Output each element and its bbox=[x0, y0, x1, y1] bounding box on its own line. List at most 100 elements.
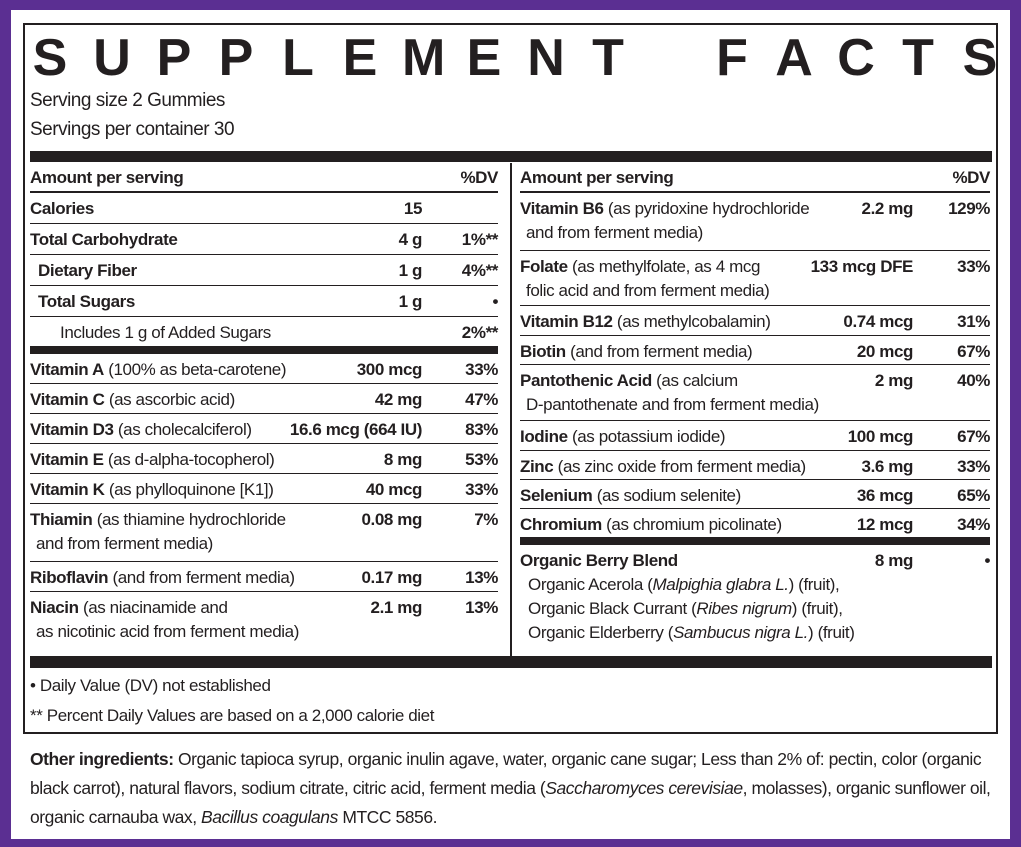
nutrient-amount: 133 mcg DFE bbox=[810, 257, 914, 276]
nutrient-dv: 4%** bbox=[461, 261, 499, 280]
nutrient-source: (as sodium selenite) bbox=[592, 486, 742, 505]
nutrient-label: Vitamin B6 bbox=[520, 199, 604, 218]
title-letter: P bbox=[156, 29, 192, 87]
nutrient-label: Riboflavin bbox=[30, 568, 109, 587]
nutrient-source: (as d-alpha-tocopherol) bbox=[103, 450, 275, 469]
botanical-name: Malpighia glabra L. bbox=[652, 575, 789, 594]
thick-divider bbox=[30, 656, 992, 668]
nutrient-name: Niacin (as niacinamide and bbox=[30, 596, 228, 620]
nutrient-row: Vitamin E (as d-alpha-tocopherol) 8 mg 53% bbox=[30, 444, 498, 474]
nutrient-row: Folate (as methylfolate, as 4 mcg folic a… bbox=[520, 251, 990, 306]
right-column: Amount per serving %DV Vitamin B6 (as py… bbox=[520, 163, 990, 657]
nutrient-source-cont: folic acid and from ferment media) bbox=[526, 281, 770, 300]
nutrient-dv: 1%** bbox=[461, 230, 499, 249]
nutrient-source: Includes 1 g of Added Sugars bbox=[60, 323, 271, 342]
thick-divider bbox=[30, 346, 498, 354]
nutrient-row: Chromium (as chromium picolinate) 12 mcg 3… bbox=[520, 509, 990, 537]
nutrient-source: (as methylcobalamin) bbox=[612, 312, 771, 331]
column-header: Amount per serving %DV bbox=[520, 163, 990, 193]
nutrient-dv: 31% bbox=[957, 312, 990, 331]
nutrient-dv: 65% bbox=[957, 486, 990, 505]
nutrient-label: Biotin bbox=[520, 342, 566, 361]
nutrient-label: Chromium bbox=[520, 515, 602, 534]
nutrient-label: Vitamin A bbox=[30, 360, 104, 379]
nutrient-label: Niacin bbox=[30, 598, 79, 617]
nutrient-row: Riboflavin (and from ferment media) 0.17 … bbox=[30, 562, 498, 592]
nutrient-source-cont: D-pantothenate and from ferment media) bbox=[526, 395, 819, 414]
ingredient-text: Organic Black Currant ( bbox=[528, 599, 697, 618]
nutrient-row: Total Sugars 1 g • bbox=[30, 286, 498, 317]
footnote-dv: • Daily Value (DV) not established bbox=[30, 676, 271, 695]
nutrient-amount: 1 g bbox=[398, 261, 423, 280]
nutrient-amount: 12 mcg bbox=[856, 515, 914, 534]
nutrient-name: Chromium (as chromium picolinate) bbox=[520, 513, 782, 537]
nutrient-dv: 2%** bbox=[461, 323, 499, 342]
nutrient-name: Folate (as methylfolate, as 4 mcg bbox=[520, 255, 760, 279]
nutrient-label: Organic Berry Blend bbox=[520, 551, 678, 570]
nutrient-name: Vitamin A (100% as beta-carotene) bbox=[30, 358, 287, 382]
ingredient-text: , molasses), organic sunflower oil, orga… bbox=[30, 778, 991, 827]
nutrient-row: Iodine (as potassium iodide) 100 mcg 67% bbox=[520, 421, 990, 451]
nutrient-label: Total Sugars bbox=[38, 292, 135, 311]
nutrient-label: Thiamin bbox=[30, 510, 93, 529]
nutrient-amount: 8 mg bbox=[874, 551, 913, 570]
ingredient-text: MTCC 5856. bbox=[337, 807, 438, 827]
nutrient-dv: • bbox=[492, 292, 498, 311]
nutrient-row: Thiamin (as thiamine hydrochloride and fr… bbox=[30, 504, 498, 562]
nutrient-source: (as thiamine hydrochloride bbox=[92, 510, 286, 529]
nutrient-dv: 7% bbox=[474, 510, 498, 529]
nutrient-name: Total Sugars bbox=[38, 290, 135, 314]
nutrient-row: Vitamin B12 (as methylcobalamin) 0.74 mcg… bbox=[520, 306, 990, 336]
nutrient-amount: 0.74 mcg bbox=[843, 312, 913, 331]
nutrient-amount: 20 mcg bbox=[856, 342, 914, 361]
nutrient-dv: 13% bbox=[465, 568, 498, 587]
nutrient-source-cont: and from ferment media) bbox=[36, 534, 213, 553]
title-letter: F bbox=[716, 29, 748, 87]
nutrient-row: Niacin (as niacinamide and as nicotinic a… bbox=[30, 592, 498, 650]
botanical-name: Saccharomyces cerevisiae bbox=[545, 778, 743, 798]
nutrient-amount: 8 mg bbox=[383, 450, 422, 469]
nutrient-source: (as zinc oxide from ferment media) bbox=[553, 457, 807, 476]
servings-per-container: Servings per container 30 bbox=[30, 119, 235, 140]
nutrient-source: (as calcium bbox=[651, 371, 738, 390]
title-letter: U bbox=[93, 29, 131, 87]
nutrient-amount: 2.1 mg bbox=[370, 598, 423, 617]
thick-divider bbox=[520, 537, 990, 545]
nutrient-label: Total Carbohydrate bbox=[30, 230, 178, 249]
nutrient-row: Vitamin C (as ascorbic acid) 42 mg 47% bbox=[30, 384, 498, 414]
nutrient-label: Vitamin C bbox=[30, 390, 105, 409]
footnote-percent: ** Percent Daily Values are based on a 2… bbox=[30, 706, 435, 725]
title-letter: T bbox=[592, 29, 624, 87]
nutrient-row: Includes 1 g of Added Sugars 2%** bbox=[30, 317, 498, 346]
title-letter: S bbox=[32, 29, 68, 87]
amount-header: Amount per serving bbox=[30, 168, 184, 187]
nutrient-source-cont: and from ferment media) bbox=[526, 223, 703, 242]
nutrient-row: Zinc (as zinc oxide from ferment media) 3… bbox=[520, 451, 990, 480]
ingredient-text: Organic Acerola ( bbox=[528, 575, 653, 594]
ingredient-text: ) (fruit) bbox=[808, 623, 855, 642]
nutrient-name: Biotin (and from ferment media) bbox=[520, 340, 753, 364]
amount-header: Amount per serving bbox=[520, 168, 674, 187]
title-letter: A bbox=[775, 29, 813, 87]
other-ingredients: Other ingredients: Organic tapioca syrup… bbox=[30, 745, 1005, 832]
left-column: Amount per serving %DV Calories 15 Total C… bbox=[30, 163, 498, 650]
column-header: Amount per serving %DV bbox=[30, 163, 498, 193]
nutrient-name: Total Carbohydrate bbox=[30, 228, 178, 252]
nutrient-name: Selenium (as sodium selenite) bbox=[520, 484, 741, 508]
title-letter bbox=[650, 30, 690, 86]
nutrient-name: Riboflavin (and from ferment media) bbox=[30, 566, 295, 590]
nutrient-amount: 300 mcg bbox=[356, 360, 423, 379]
nutrient-dv: 53% bbox=[465, 450, 498, 469]
nutrient-source: (as potassium iodide) bbox=[567, 427, 726, 446]
nutrient-row: Calories 15 bbox=[30, 193, 498, 224]
nutrient-row: Organic Berry Blend 8 mg • Organic Acerola … bbox=[520, 545, 990, 657]
blend-ingredient: Organic Black Currant (Ribes nigrum) (fr… bbox=[528, 597, 843, 621]
nutrient-label: Zinc bbox=[520, 457, 554, 476]
nutrient-source: (as methylfolate, as 4 mcg bbox=[567, 257, 761, 276]
nutrient-dv: 47% bbox=[465, 390, 498, 409]
serving-size: Serving size 2 Gummies bbox=[30, 90, 225, 111]
blend-ingredient: Organic Acerola (Malpighia glabra L.) (f… bbox=[528, 573, 840, 597]
nutrient-name: Pantothenic Acid (as calcium bbox=[520, 369, 738, 393]
thick-divider bbox=[30, 151, 992, 162]
title-letter: E bbox=[466, 29, 502, 87]
